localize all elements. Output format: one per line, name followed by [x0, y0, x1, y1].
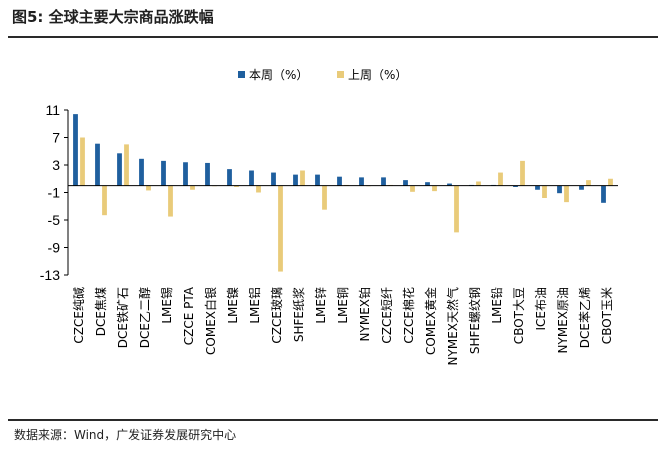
y-tick-label: -5 — [48, 212, 61, 228]
bar-this-week — [249, 170, 254, 186]
bar-this-week — [403, 180, 408, 186]
bar-this-week — [271, 172, 276, 186]
bar-last-week — [410, 185, 415, 192]
y-tick-label: 7 — [52, 130, 60, 146]
y-axis: 11 7 3 -1 -5 -9 -13 — [40, 102, 69, 283]
x-tick-label: COMEX黄金 — [423, 287, 438, 355]
bar-last-week — [256, 185, 261, 193]
bar-chart: 本周（%） 上周（%） 11 7 3 -1 -5 -9 -13 CZCE纯碱 DCE焦煤 DCE铁… — [40, 68, 618, 365]
x-tick-label: NYMEX天然气 — [445, 287, 460, 365]
bar-this-week — [183, 162, 188, 186]
x-tick-label: NYMEX原油 — [556, 287, 570, 353]
top-divider — [8, 36, 658, 38]
x-tick-label: CZCE短纤 — [380, 287, 394, 344]
chart-title: 图5: 全球主要大宗商品涨跌幅 — [12, 8, 214, 26]
x-tick-labels: CZCE纯碱 DCE焦煤 DCE铁矿石 DCE乙二醇 LME锡 CZCE PTA COMEX… — [72, 286, 614, 365]
bar-this-week — [447, 183, 452, 186]
bars — [73, 114, 613, 272]
bar-this-week — [337, 176, 342, 186]
bar-last-week — [80, 137, 85, 186]
x-tick-label: CZCE PTA — [182, 286, 196, 345]
bar-last-week — [168, 185, 173, 217]
bottom-divider — [8, 419, 658, 421]
x-tick-label: CBOT大豆 — [512, 287, 526, 344]
x-tick-label: DCE苯乙烯 — [578, 287, 592, 348]
bar-last-week — [322, 185, 327, 210]
bar-this-week — [139, 158, 144, 186]
y-tick-label: 11 — [45, 102, 60, 118]
x-tick-label: LME铜 — [335, 287, 350, 324]
bar-this-week — [535, 185, 540, 190]
bar-last-week — [454, 185, 459, 233]
bar-last-week — [300, 170, 305, 186]
x-tick-label: CZCE玻璃 — [270, 287, 284, 344]
bar-last-week — [278, 185, 283, 272]
bar-last-week — [190, 185, 195, 190]
bar-this-week — [73, 114, 78, 186]
bar-last-week — [520, 160, 525, 186]
bar-last-week — [608, 178, 613, 186]
bar-last-week — [146, 185, 151, 191]
bar-last-week — [102, 185, 107, 216]
bar-this-week — [513, 185, 518, 187]
bar-this-week — [227, 169, 232, 186]
legend-label-1: 本周（%） — [249, 68, 308, 82]
bar-last-week — [564, 185, 569, 203]
x-tick-label: LME镍 — [226, 287, 240, 324]
legend-swatch-2 — [337, 71, 344, 78]
bar-this-week — [601, 185, 606, 203]
y-tick-label: -1 — [48, 185, 61, 201]
x-tick-label: DCE铁矿石 — [116, 287, 130, 348]
legend-label-2: 上周（%） — [348, 68, 407, 82]
legend-swatch-1 — [238, 71, 245, 78]
bar-last-week — [124, 144, 129, 186]
x-tick-label: CZCE纯碱 — [72, 287, 86, 344]
bar-last-week — [542, 185, 547, 198]
x-tick-label: NYMEX铂 — [357, 287, 372, 341]
x-tick-label: DCE焦煤 — [94, 287, 108, 336]
legend: 本周（%） 上周（%） — [238, 68, 407, 82]
x-tick-label: COMEX白银 — [203, 287, 218, 355]
bar-this-week — [117, 153, 122, 186]
bar-last-week — [476, 181, 481, 186]
y-tick-label: -9 — [48, 240, 61, 256]
bar-this-week — [161, 160, 166, 186]
y-tick-label: -13 — [40, 267, 60, 283]
x-tick-label: LME锡 — [159, 287, 174, 324]
x-tick-label: LME铅 — [490, 287, 504, 324]
bar-last-week — [432, 185, 437, 192]
data-source-note: 数据来源：Wind，广发证券发展研究中心 — [14, 428, 237, 442]
bar-last-week — [498, 172, 503, 186]
x-tick-label: LME铝 — [247, 287, 262, 324]
bar-this-week — [315, 174, 320, 186]
bar-last-week — [586, 180, 591, 186]
bar-this-week — [425, 182, 430, 186]
x-tick-label: SHFE纸浆 — [291, 287, 306, 342]
x-tick-label: CBOT玉米 — [600, 287, 614, 344]
bar-this-week — [293, 174, 298, 186]
x-tick-label: CZCE棉花 — [401, 287, 416, 344]
x-tick-label: LME锌 — [314, 287, 328, 324]
bar-last-week — [234, 185, 239, 187]
x-tick-label: DCE乙二醇 — [137, 287, 152, 348]
bar-this-week — [381, 177, 386, 186]
bar-this-week — [557, 185, 562, 194]
bar-this-week — [95, 143, 100, 186]
bar-this-week — [359, 177, 364, 186]
bar-this-week — [205, 162, 210, 186]
x-tick-label: SHFE螺纹钢 — [468, 287, 482, 354]
x-tick-label: ICE布油 — [534, 287, 548, 331]
y-tick-label: 3 — [52, 157, 60, 173]
bar-this-week — [579, 185, 584, 190]
